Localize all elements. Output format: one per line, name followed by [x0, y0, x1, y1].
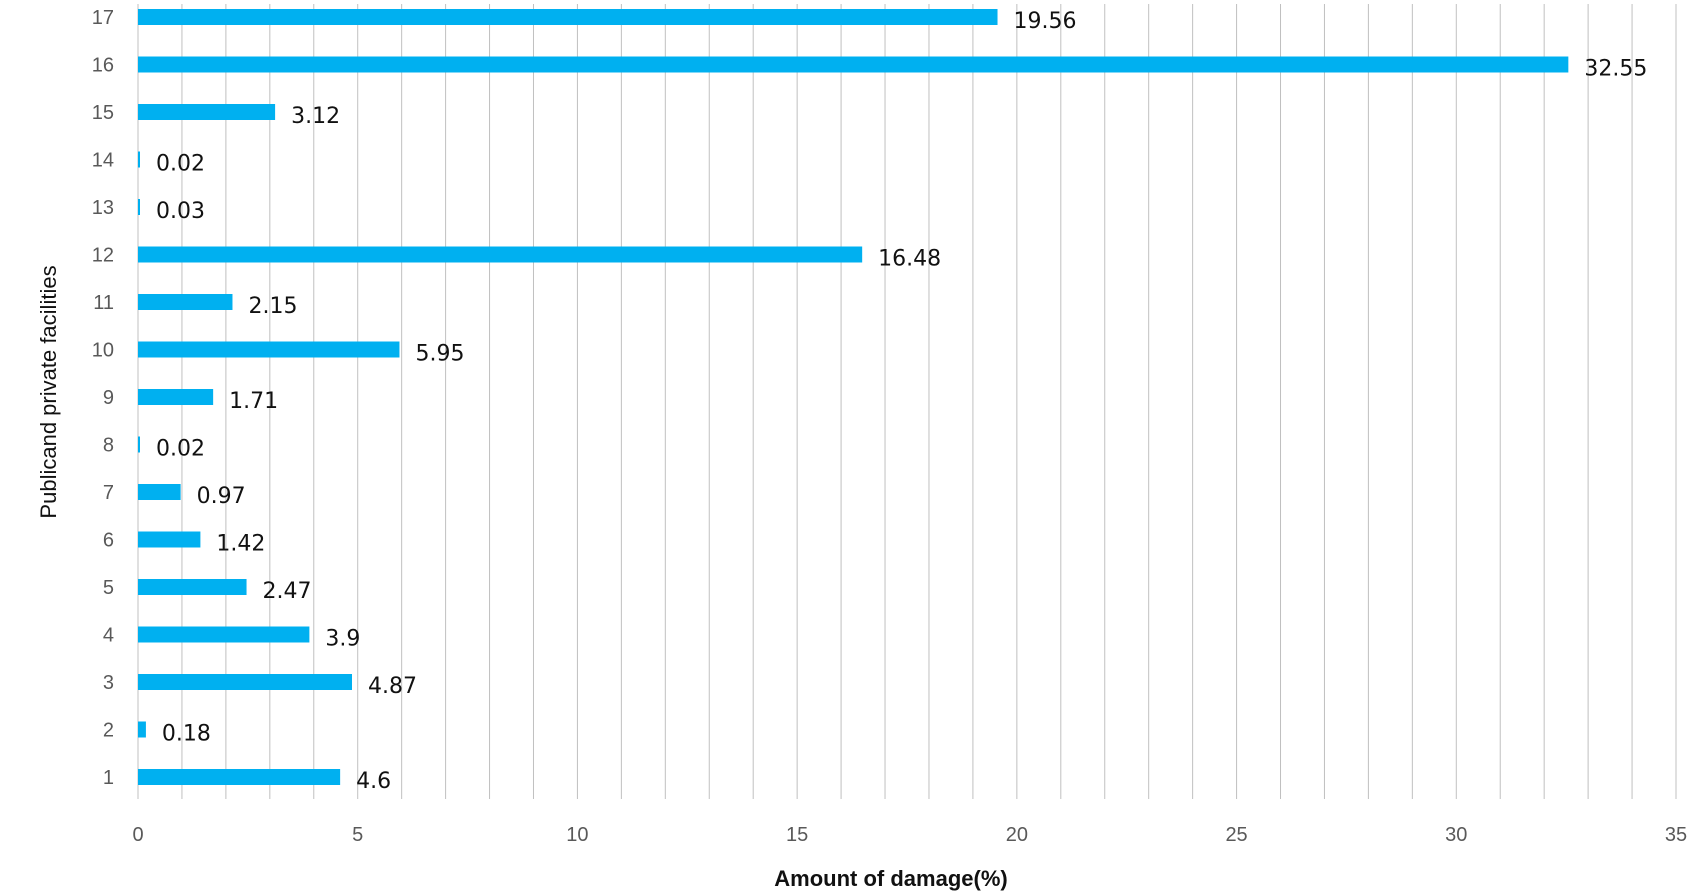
data-label: 0.97 [197, 484, 246, 509]
bar [138, 389, 214, 405]
bar [138, 246, 863, 263]
x-tick-label: 35 [1665, 824, 1687, 846]
data-label: 0.18 [162, 722, 211, 747]
data-labels: 4.6 0.18 4.87 3.9 2.47 1.42 0.97 0.02 1.71 5.95 2.… [156, 9, 1647, 794]
bar [138, 56, 1569, 73]
y-tick-label: 1 [103, 767, 114, 789]
x-tick-label: 20 [1006, 824, 1028, 846]
gridlines [137, 4, 1677, 799]
bar [138, 9, 998, 25]
data-label: 4.6 [356, 769, 391, 794]
data-label: 0.02 [156, 437, 205, 462]
data-label: 0.02 [156, 152, 205, 177]
data-label: 3.9 [325, 627, 360, 652]
x-tick-label: 15 [786, 824, 808, 846]
data-label: 3.12 [291, 104, 340, 129]
y-tick-label: 10 [92, 340, 114, 362]
data-label: 19.56 [1014, 9, 1077, 34]
y-tick-label: 3 [103, 672, 114, 694]
y-tick-label: 12 [92, 245, 114, 267]
y-tick-label: 16 [92, 55, 114, 77]
y-tick-label: 14 [92, 150, 114, 172]
bar [138, 721, 146, 738]
bar [138, 626, 310, 643]
y-tick-label: 11 [93, 292, 114, 314]
bar [138, 579, 247, 595]
bar [138, 769, 341, 785]
bar [138, 104, 276, 120]
y-tick-label: 4 [103, 625, 114, 647]
y-tick-label: 6 [103, 530, 114, 552]
y-tick-label: 8 [103, 435, 114, 457]
bar [138, 484, 181, 500]
bar [138, 674, 353, 690]
data-label: 5.95 [415, 342, 464, 367]
bar [138, 531, 201, 548]
x-tick-labels: 0 5 10 15 20 25 30 35 [132, 824, 1687, 846]
y-tick-label: 15 [92, 102, 114, 124]
x-tick-label: 30 [1445, 824, 1467, 846]
data-label: 1.42 [216, 532, 265, 557]
y-tick-label: 2 [103, 720, 114, 742]
data-label: 4.87 [368, 674, 417, 699]
x-tick-label: 0 [132, 824, 143, 846]
data-label: 1.71 [229, 389, 278, 414]
bar [138, 436, 140, 453]
y-tick-label: 9 [103, 387, 114, 409]
data-label: 16.48 [878, 247, 941, 272]
data-label: 0.03 [156, 199, 205, 224]
x-tick-label: 25 [1225, 824, 1247, 846]
bars [138, 9, 1569, 785]
y-tick-label: 17 [92, 7, 114, 29]
y-tick-label: 7 [103, 482, 114, 504]
x-tick-label: 10 [566, 824, 588, 846]
bar [138, 294, 233, 310]
x-axis-title: Amount of damage(%) [774, 866, 1007, 891]
x-tick-label: 5 [352, 824, 363, 846]
bar [138, 341, 400, 358]
bar [138, 199, 140, 215]
bar [138, 151, 140, 168]
data-label: 32.55 [1584, 57, 1647, 82]
y-tick-label: 13 [92, 197, 114, 219]
y-tick-label: 5 [103, 577, 114, 599]
data-label: 2.15 [248, 294, 297, 319]
y-axis-title: Publicand private facilities [36, 265, 61, 518]
data-label: 2.47 [263, 579, 312, 604]
